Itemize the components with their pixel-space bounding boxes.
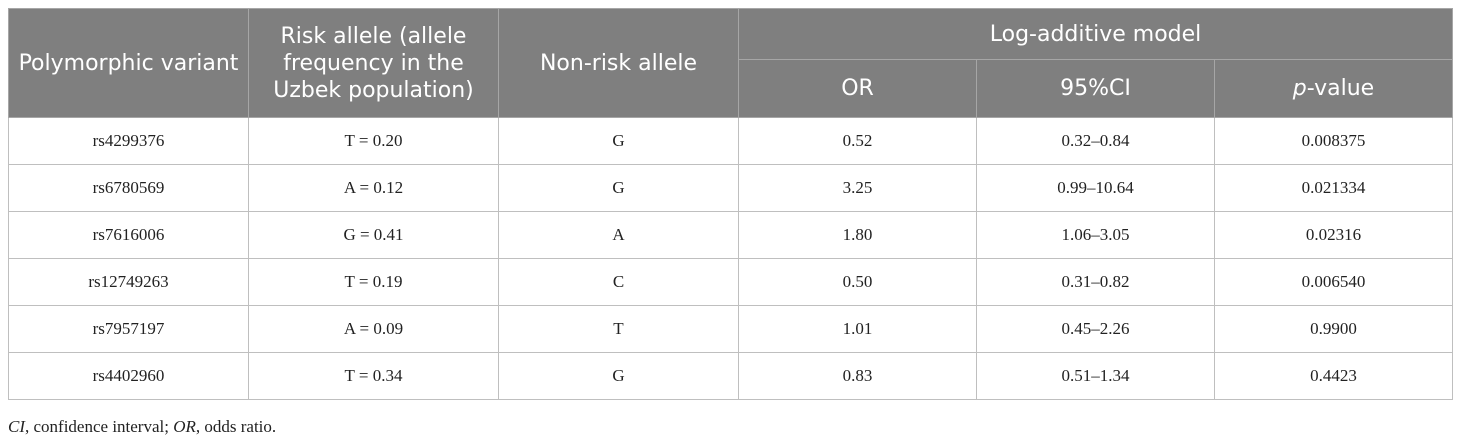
cell-risk-allele: A = 0.09	[248, 305, 499, 353]
cell-non-risk-allele: G	[498, 352, 739, 400]
header-95ci: 95%CI	[976, 59, 1215, 118]
cell-p-value: 0.008375	[1213, 117, 1454, 165]
cell-or: 0.83	[738, 352, 977, 400]
cell-non-risk-allele: G	[498, 117, 739, 165]
cell-or: 1.80	[738, 211, 977, 259]
cell-ci: 0.51–1.34	[976, 352, 1215, 400]
footnote-or-text: , odds ratio.	[195, 417, 277, 436]
cell-risk-allele: T = 0.19	[248, 258, 499, 306]
header-risk-allele: Risk allele (allele frequency in the Uzb…	[248, 8, 499, 118]
table-header: Polymorphic variant Risk allele (allele …	[8, 8, 1454, 118]
cell-ci: 0.99–10.64	[976, 164, 1215, 212]
cell-risk-allele: G = 0.41	[248, 211, 499, 259]
cell-non-risk-allele: A	[498, 211, 739, 259]
cell-or: 1.01	[738, 305, 977, 353]
cell-ci: 0.31–0.82	[976, 258, 1215, 306]
table-footnote: CI, confidence interval; OR, odds ratio.	[8, 417, 276, 437]
cell-p-value: 0.9900	[1213, 305, 1454, 353]
cell-or: 0.52	[738, 117, 977, 165]
cell-variant: rs6780569	[8, 164, 249, 212]
footnote-ci-text: , confidence interval;	[25, 417, 174, 436]
cell-risk-allele: T = 0.20	[248, 117, 499, 165]
cell-ci: 0.32–0.84	[976, 117, 1215, 165]
header-polymorphic-variant: Polymorphic variant	[8, 8, 249, 118]
header-p-letter: p	[1292, 76, 1307, 101]
footnote-ci-abbr: CI	[8, 417, 25, 436]
header-p-value: p-value	[1213, 59, 1454, 118]
results-table: Polymorphic variant Risk allele (allele …	[8, 8, 1454, 400]
cell-ci: 0.45–2.26	[976, 305, 1215, 353]
cell-p-value: 0.4423	[1213, 352, 1454, 400]
cell-p-value: 0.006540	[1213, 258, 1454, 306]
cell-or: 0.50	[738, 258, 977, 306]
cell-non-risk-allele: T	[498, 305, 739, 353]
table-row: rs6780569 A = 0.12 G 3.25 0.99–10.64 0.0…	[8, 164, 1454, 212]
cell-variant: rs4299376	[8, 117, 249, 165]
footnote-or-abbr: OR	[173, 417, 196, 436]
cell-or: 3.25	[738, 164, 977, 212]
cell-variant: rs7616006	[8, 211, 249, 259]
header-p-suffix: -value	[1306, 76, 1375, 101]
header-log-additive-model: Log-additive model	[737, 8, 1454, 60]
cell-risk-allele: A = 0.12	[248, 164, 499, 212]
cell-p-value: 0.021334	[1213, 164, 1454, 212]
table-row: rs4402960 T = 0.34 G 0.83 0.51–1.34 0.44…	[8, 352, 1454, 400]
cell-non-risk-allele: C	[498, 258, 739, 306]
header-or: OR	[738, 59, 977, 118]
cell-ci: 1.06–3.05	[976, 211, 1215, 259]
cell-p-value: 0.02316	[1213, 211, 1454, 259]
table-row: rs7957197 A = 0.09 T 1.01 0.45–2.26 0.99…	[8, 305, 1454, 353]
table-row: rs7616006 G = 0.41 A 1.80 1.06–3.05 0.02…	[8, 211, 1454, 259]
table-body: rs4299376 T = 0.20 G 0.52 0.32–0.84 0.00…	[8, 117, 1454, 400]
cell-risk-allele: T = 0.34	[248, 352, 499, 400]
cell-variant: rs7957197	[8, 305, 249, 353]
header-non-risk-allele: Non-risk allele	[498, 8, 739, 118]
cell-variant: rs4402960	[8, 352, 249, 400]
cell-non-risk-allele: G	[498, 164, 739, 212]
table-row: rs12749263 T = 0.19 C 0.50 0.31–0.82 0.0…	[8, 258, 1454, 306]
results-table-container: Polymorphic variant Risk allele (allele …	[8, 8, 1454, 400]
cell-variant: rs12749263	[8, 258, 249, 306]
table-row: rs4299376 T = 0.20 G 0.52 0.32–0.84 0.00…	[8, 117, 1454, 165]
